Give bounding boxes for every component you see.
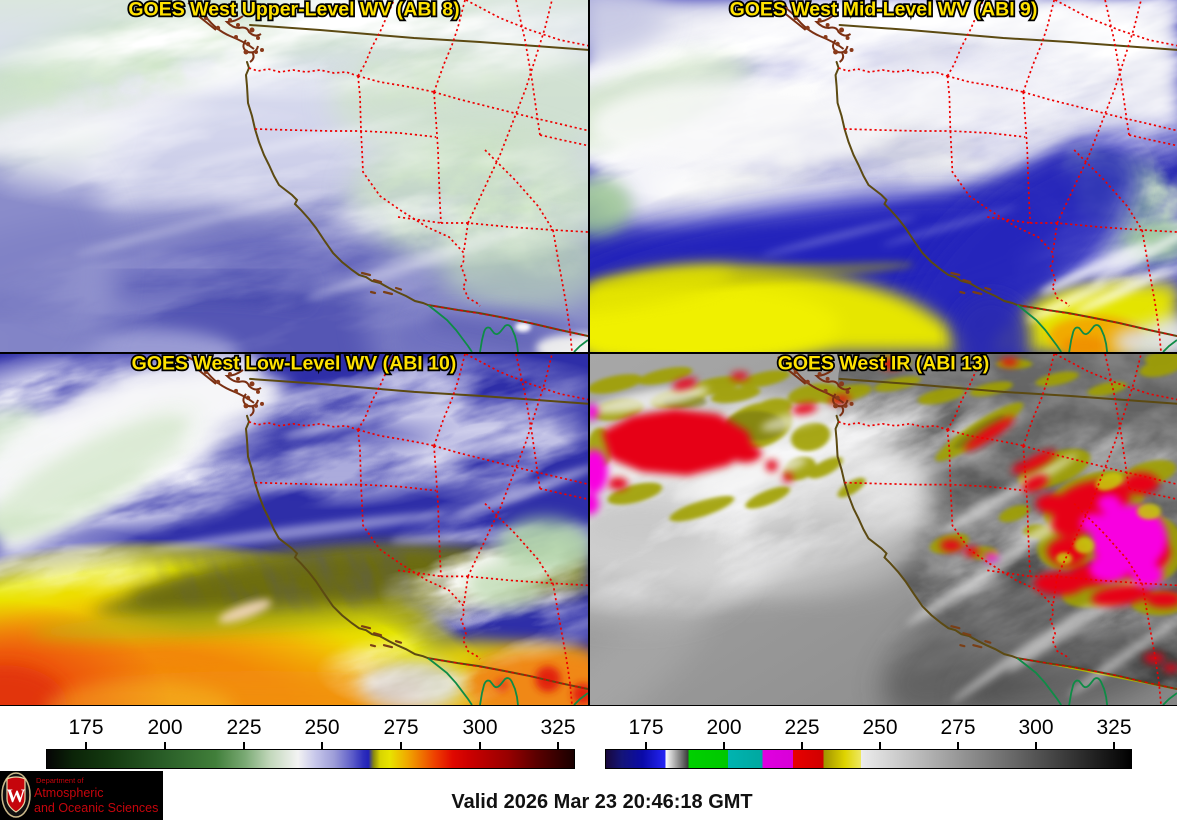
svg-text:Department of: Department of xyxy=(36,776,84,785)
svg-text:GOES West IR (ABI 13): GOES West IR (ABI 13) xyxy=(778,354,989,374)
svg-text:W: W xyxy=(7,786,26,807)
svg-text:GOES West Mid-Level WV (ABI 9): GOES West Mid-Level WV (ABI 9) xyxy=(730,0,1038,21)
svg-text:GOES West Low-Level WV (ABI 10: GOES West Low-Level WV (ABI 10) xyxy=(132,354,457,374)
svg-text:GOES West Upper-Level WV (ABI: GOES West Upper-Level WV (ABI 8) xyxy=(128,0,459,21)
svg-text:and Oceanic Sciences: and Oceanic Sciences xyxy=(34,801,158,815)
svg-text:Atmospheric: Atmospheric xyxy=(34,786,103,800)
